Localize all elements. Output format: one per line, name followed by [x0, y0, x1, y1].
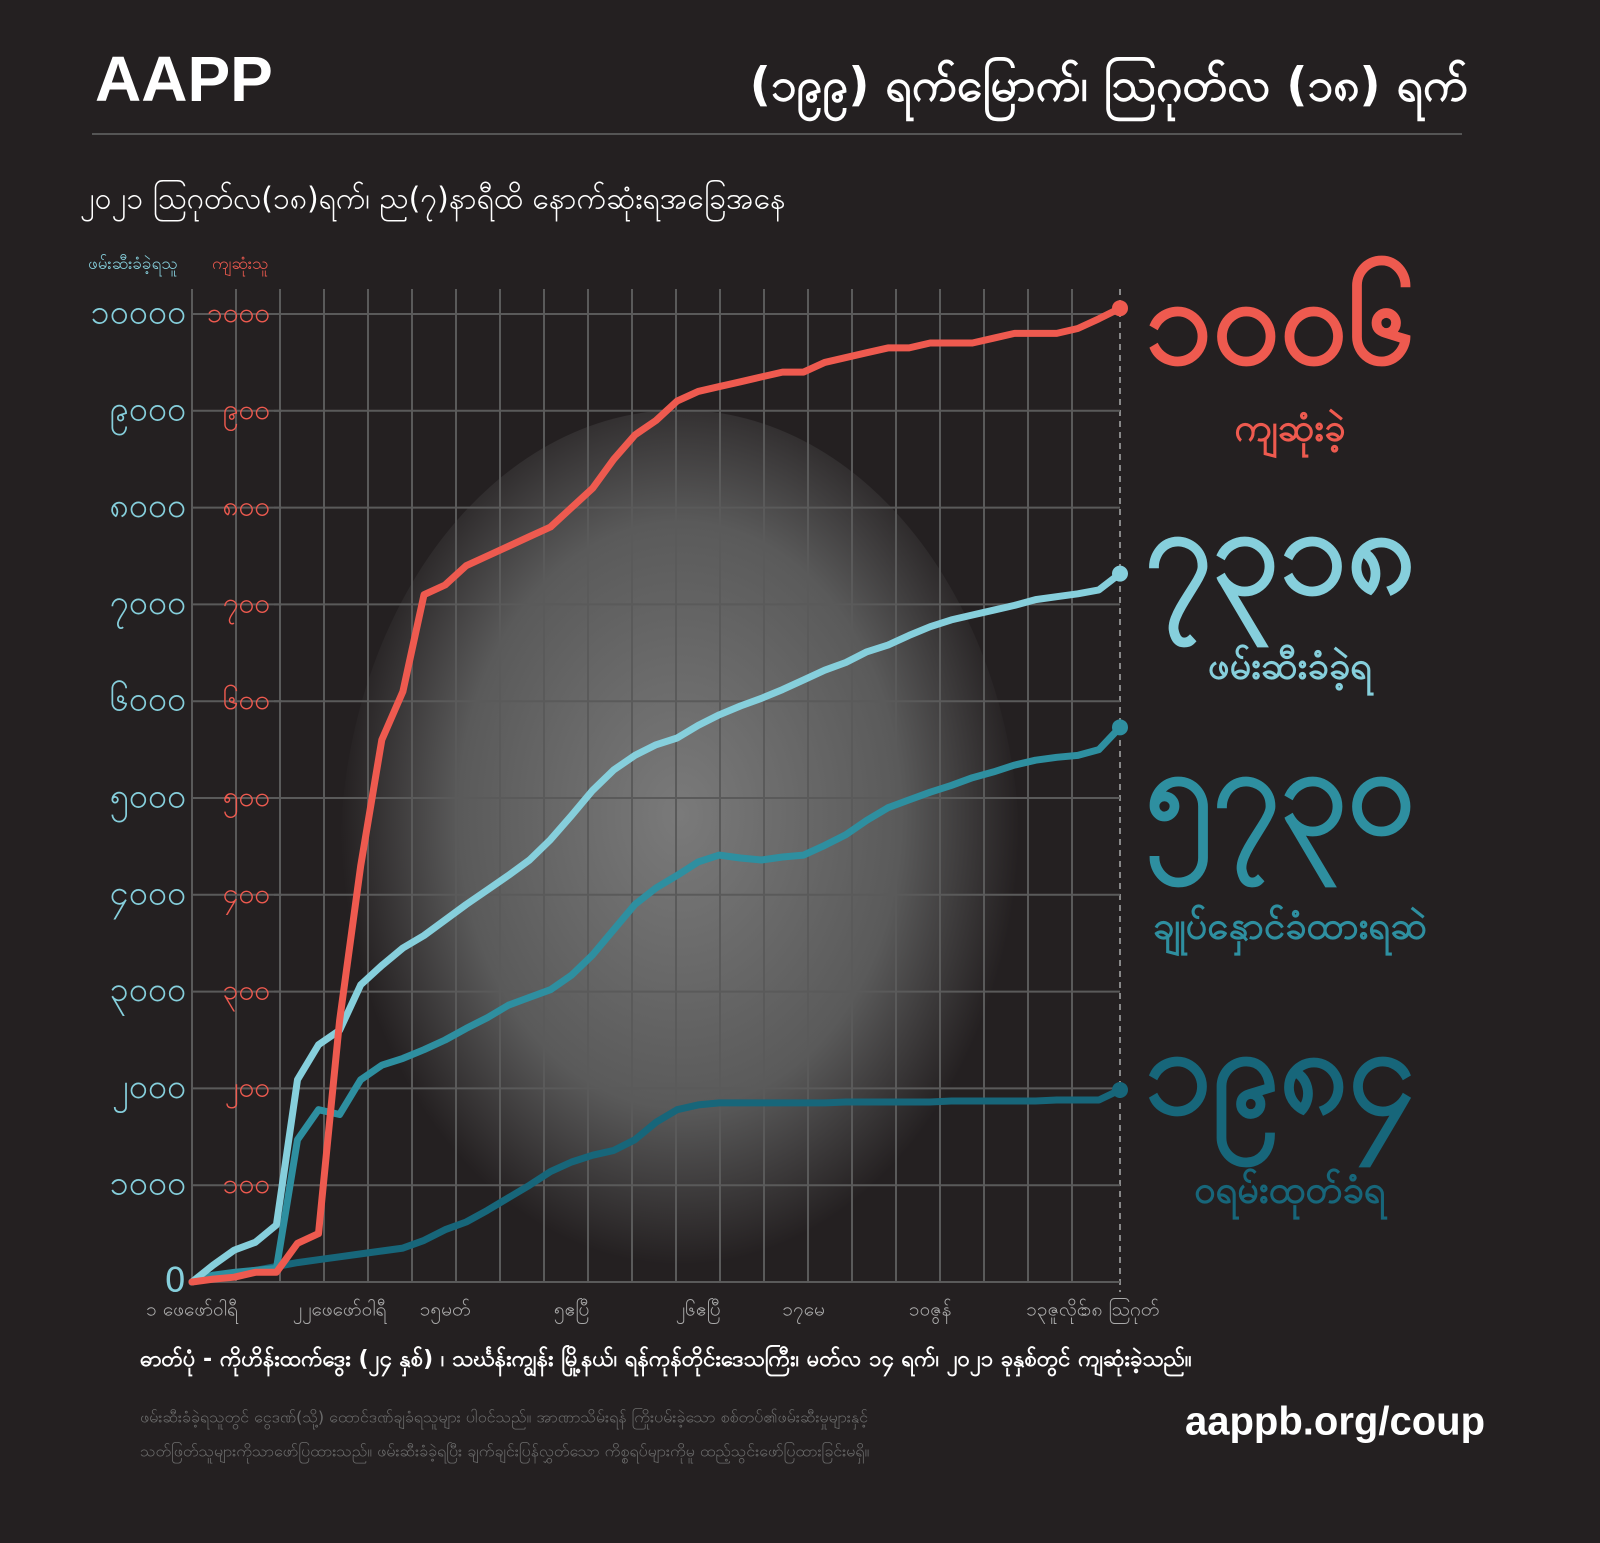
y-tick-label: ၂၀၀၀	[112, 1067, 186, 1113]
end-point	[1112, 300, 1128, 317]
y2-tick-label: ၁၀၀	[223, 1167, 270, 1200]
footnote: ဖမ်းဆီးခံခဲ့ရသူတွင် ငွေဒဏ်(သို့) ထောင်ဒဏ…	[140, 1408, 868, 1430]
x-tick-label: ၂၆ဧပြီ	[676, 1298, 721, 1325]
x-tick-label: ၅ဧပြီ	[554, 1298, 589, 1325]
end-point	[1112, 719, 1128, 736]
y-tick-label: ၆၀၀၀	[110, 680, 187, 720]
x-tick-label: ၁၀ဇွန်	[909, 1298, 952, 1325]
brand: AAPP	[95, 43, 273, 115]
y2-tick-label: ၆၀၀	[223, 682, 270, 716]
end-point	[1112, 1081, 1128, 1098]
x-tick-label: ၁၅မတ်	[420, 1298, 471, 1325]
end-point	[1112, 565, 1128, 582]
y-tick-label: ၇၀၀၀	[110, 583, 187, 629]
x-tick-label: ၁၃ဇူလိုင်	[1026, 1298, 1087, 1325]
y2-tick-label: ၉၀၀	[223, 393, 270, 432]
series-line	[188, 1086, 1124, 1286]
y-tick-label: ၃၀၀၀	[110, 970, 187, 1016]
y2-axis-label: ကျဆုံးသူ	[212, 254, 269, 277]
y2-tick-label: ၃၀၀	[223, 974, 270, 1013]
chart-title: (၁၉၉) ရက်မြောက်၊ ဩဂုတ်လ (၁၈) ရက်	[750, 56, 1468, 123]
y2-tick-label: ၅၀၀	[223, 780, 270, 819]
end-value-label: ၅၇၃၀	[1145, 723, 1415, 888]
photo	[340, 410, 1020, 1310]
y2-tick-label: ၈၀၀	[223, 490, 271, 523]
x-tick-label: ၁ ဖေဖော်ဝါရီ	[146, 1298, 239, 1325]
y2-tick-label: ၁၀၀၀	[207, 296, 270, 329]
y-tick-label: ၄၀၀၀	[110, 873, 187, 919]
y-tick-label: ၁၀၀၀	[110, 1164, 187, 1204]
y-tick-label: 0	[164, 1261, 186, 1301]
footnote: သတ်ဖြတ်သူများကိုသာဖော်ပြထားသည်။ ဖမ်းဆီးခ…	[140, 1442, 869, 1464]
x-tick-label: ၂၂ဖေဖော်ဝါရီ	[293, 1298, 388, 1325]
y2-tick-label: ၇၀၀	[223, 586, 270, 625]
series-line	[188, 723, 1124, 1286]
subtitle: ၂၀၂၁ ဩဂုတ်လ(၁၈)ရက်၊ ည(၇)နာရီထိ နောက်ဆုံး…	[80, 180, 786, 223]
y-tick-label: ၁၀၀၀၀	[90, 293, 186, 333]
y-tick-label: ၉၀၀၀	[110, 389, 187, 435]
end-value-label: ၁၀၀၆	[1145, 253, 1415, 392]
x-tick-label: ၁၈ ဩဂုတ်	[1081, 1297, 1160, 1325]
url: aappb.org/coup	[1185, 1400, 1485, 1444]
y-tick-label: ၅၀၀၀	[110, 777, 187, 823]
x-tick-label: ၁၇မေ	[782, 1299, 825, 1325]
end-value-label: ၇၃၁၈	[1144, 483, 1415, 648]
series-line	[188, 304, 1124, 1286]
y-axis-label: ဖမ်းဆီးခံခဲ့ရသူ	[88, 254, 178, 277]
y-tick-label: ၈၀၀၀	[109, 486, 186, 526]
y2-tick-label: ၂၀၀	[225, 1070, 270, 1109]
y2-tick-label: ၄၀၀	[223, 877, 270, 916]
photo-caption: ဓာတ်ပုံ - ကိုဟိန်းထက်ဒွေး (၂၄ နှစ်) ၊ သင…	[140, 1344, 1192, 1377]
end-value-label: ၁၉၈၄	[1144, 1003, 1415, 1168]
series-line	[188, 570, 1124, 1286]
